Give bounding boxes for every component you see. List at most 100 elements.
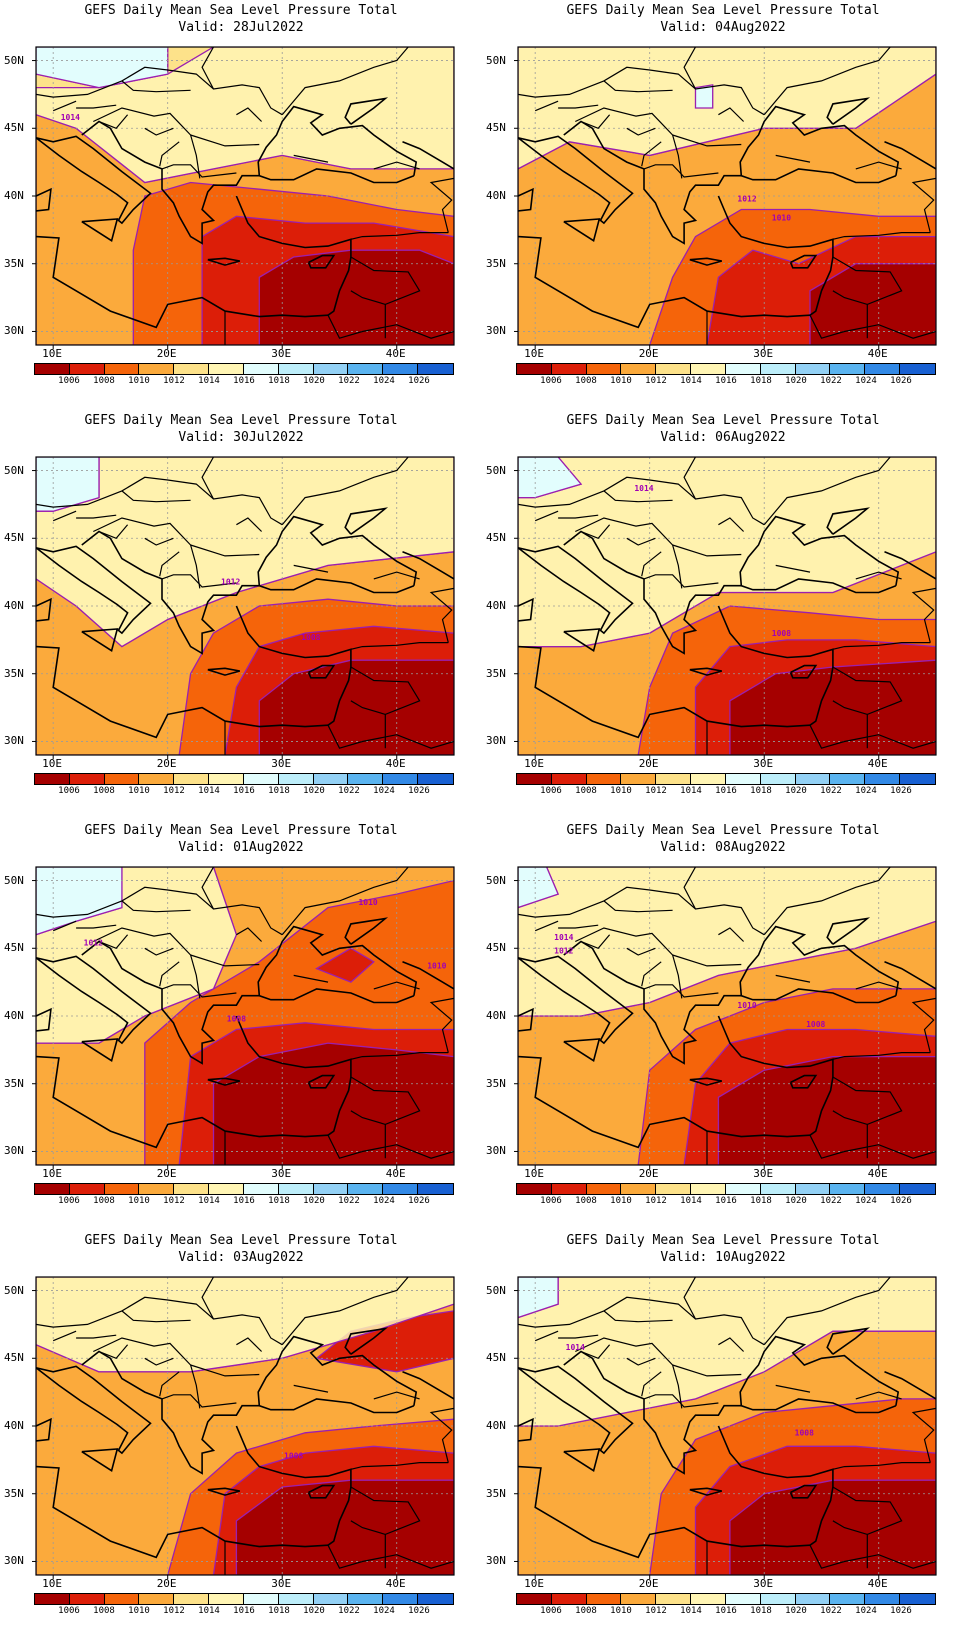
lat-tick-label: 40N xyxy=(4,1009,24,1022)
country-border xyxy=(855,161,902,170)
country-border xyxy=(121,1310,191,1323)
coastline xyxy=(563,1038,601,1062)
country-border xyxy=(350,666,421,716)
colorbar-swatch xyxy=(418,774,453,784)
country-border xyxy=(718,1337,745,1352)
colorbar-label: 1008 xyxy=(93,1196,115,1206)
colorbar-swatch xyxy=(418,364,453,374)
colorbar-label: 1010 xyxy=(610,1196,632,1206)
colorbar-label: 1022 xyxy=(820,1606,842,1616)
country-border xyxy=(293,1384,329,1393)
lat-tick-label: 45N xyxy=(486,531,506,545)
colorbar-label: 1012 xyxy=(645,1196,667,1206)
colorbar-label: 1020 xyxy=(303,786,325,796)
lon-tick-label: 40E xyxy=(867,347,888,360)
country-border xyxy=(832,1052,931,1060)
panel-valid-date: Valid: 01Aug2022 xyxy=(178,840,304,855)
country-border xyxy=(144,947,174,956)
country-border xyxy=(683,47,697,90)
colorbar-label: 1006 xyxy=(58,376,80,386)
coastline xyxy=(563,940,897,1065)
country-border xyxy=(534,920,559,932)
contour-label: 1008 xyxy=(795,1428,814,1437)
colorbar-swatch xyxy=(139,1594,175,1604)
lon-tick-label: 30E xyxy=(271,1167,292,1180)
colorbar-swatch xyxy=(174,1184,210,1194)
country-border xyxy=(350,1486,421,1536)
map-panel: GEFS Daily Mean Sea Level Pressure Total… xyxy=(482,820,964,1230)
colorbar-swatch xyxy=(243,1594,279,1604)
colorbar-label: 1008 xyxy=(93,1606,115,1616)
lat-tick-label: 45N xyxy=(4,1351,24,1365)
country-border xyxy=(763,457,891,526)
colorbar-label: 1014 xyxy=(680,376,702,386)
country-border xyxy=(518,66,765,116)
colorbar-swatch xyxy=(656,1594,692,1604)
pressure-map: 1008 xyxy=(32,1276,455,1579)
colorbar-swatch xyxy=(551,1184,587,1194)
colorbar-swatch xyxy=(174,774,210,784)
colorbar-swatch xyxy=(278,774,314,784)
colorbar-swatch xyxy=(313,1184,349,1194)
pressure-band-high xyxy=(694,84,714,109)
country-border xyxy=(350,256,421,306)
colorbar-label: 1014 xyxy=(198,376,220,386)
contour-label: 1010 xyxy=(358,898,377,907)
country-border xyxy=(518,886,765,936)
colorbar-label: 1024 xyxy=(855,786,877,796)
colorbar-label: 1008 xyxy=(575,1196,597,1206)
coastline xyxy=(518,135,634,225)
coastline xyxy=(36,187,52,212)
panel-title: GEFS Daily Mean Sea Level Pressure Total xyxy=(84,823,398,838)
country-border xyxy=(641,1371,662,1397)
colorbar-label: 1016 xyxy=(233,1606,255,1616)
colorbar-label: 1014 xyxy=(198,786,220,796)
colorbar-swatch xyxy=(551,1594,587,1604)
coastline xyxy=(36,1365,152,1455)
country-border xyxy=(641,141,662,167)
colorbar-swatch xyxy=(35,1184,70,1194)
country-border xyxy=(293,154,329,163)
coastline xyxy=(789,254,818,269)
coastline xyxy=(307,1074,336,1089)
colorbar-swatch xyxy=(383,774,419,784)
colorbar-label: 1012 xyxy=(645,1606,667,1616)
country-border xyxy=(558,514,599,519)
coastline xyxy=(518,955,634,1045)
colorbar-label: 1020 xyxy=(785,376,807,386)
lon-tick-label: 20E xyxy=(156,1167,177,1180)
country-border xyxy=(855,1391,902,1400)
lon-tick-label: 10E xyxy=(42,1577,63,1590)
colorbar-swatch xyxy=(830,774,866,784)
colorbar-swatch xyxy=(139,774,175,784)
country-border xyxy=(763,867,891,936)
panel-title: GEFS Daily Mean Sea Level Pressure Total xyxy=(566,413,880,428)
country-border xyxy=(98,934,129,950)
country-border xyxy=(93,517,201,589)
colorbar-label: 1026 xyxy=(408,376,430,386)
pressure-band-extra xyxy=(315,947,375,983)
colorbar-label: 1026 xyxy=(408,1606,430,1616)
lat-tick-label: 30N xyxy=(486,1554,506,1568)
coastline xyxy=(518,1417,534,1442)
coastline xyxy=(717,1425,834,1546)
colorbar-label: 1016 xyxy=(715,1196,737,1206)
country-border xyxy=(518,476,765,526)
colorbar-label: 1016 xyxy=(233,376,255,386)
coastline xyxy=(717,195,834,316)
country-border xyxy=(201,457,215,500)
pressure-band-high xyxy=(518,867,559,909)
lat-tick-label: 40N xyxy=(486,1009,506,1022)
colorbar-swatch xyxy=(725,774,761,784)
lat-tick-label: 40N xyxy=(486,599,506,612)
colorbar-label: 1012 xyxy=(645,376,667,386)
country-border xyxy=(76,104,117,109)
country-border xyxy=(201,47,215,90)
lon-tick-label: 30E xyxy=(271,1577,292,1590)
panel-valid-date: Valid: 03Aug2022 xyxy=(178,1250,304,1265)
coastline xyxy=(81,1448,119,1472)
country-border xyxy=(580,934,611,950)
colorbar-swatch xyxy=(69,1594,105,1604)
country-border xyxy=(718,927,745,942)
country-border xyxy=(350,1052,449,1060)
